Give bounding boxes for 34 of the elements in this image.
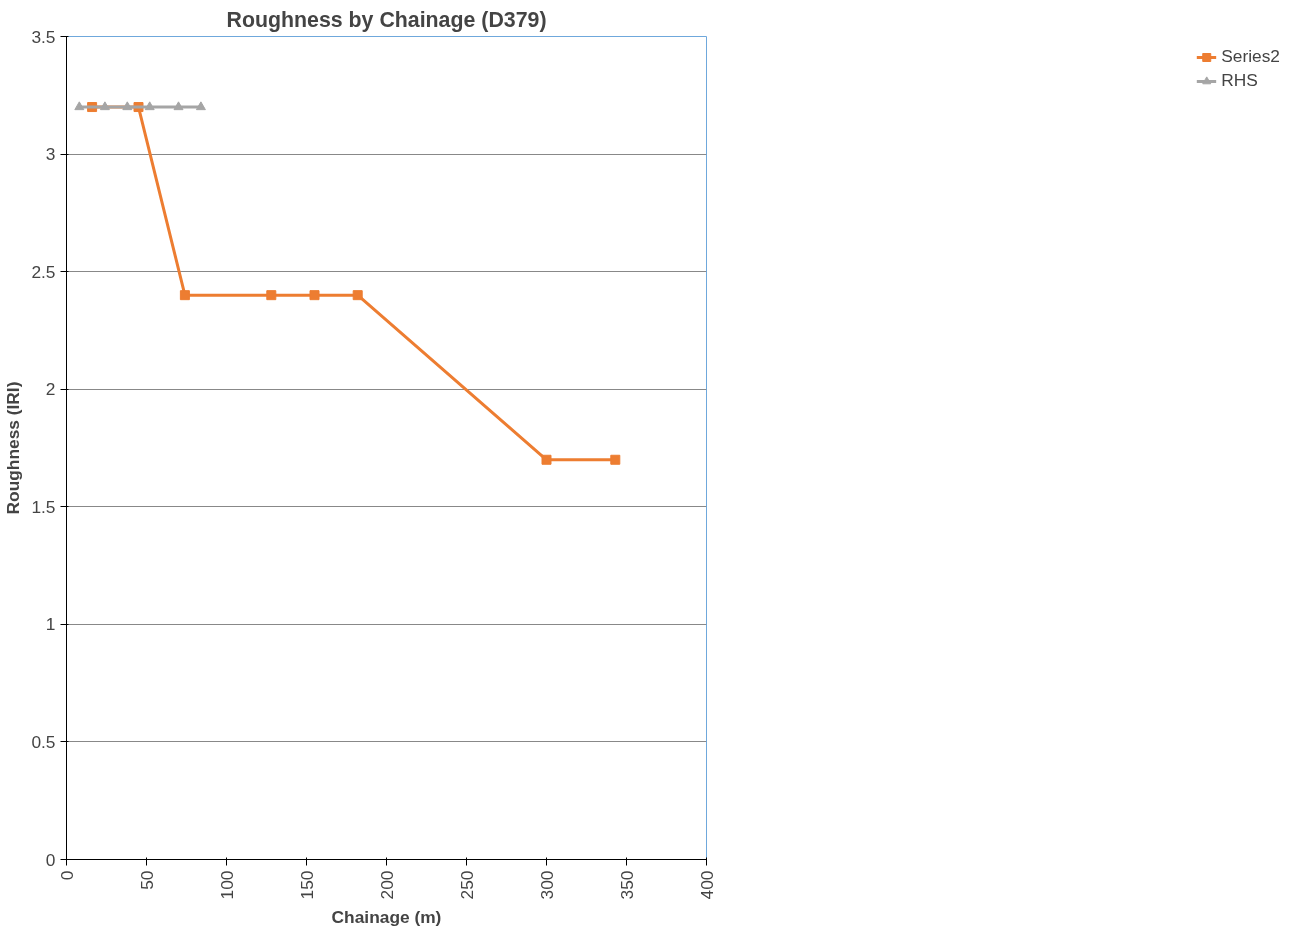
- legend-label: Series2: [1221, 46, 1280, 67]
- x-axis-title: Chainage (m): [331, 907, 442, 928]
- y-tick-label: 0: [45, 849, 56, 870]
- chart-title: Roughness by Chainage (D379): [226, 7, 547, 32]
- point: [266, 290, 277, 301]
- point: [352, 290, 363, 301]
- point: [144, 101, 155, 111]
- point: [195, 101, 206, 111]
- legend-label: RHS: [1221, 70, 1258, 91]
- y-tick-label: 0.5: [31, 731, 56, 752]
- point: [74, 101, 85, 111]
- y-tick-label: 1: [45, 614, 56, 635]
- y-tick-label: 2: [45, 379, 56, 400]
- point: [610, 454, 621, 465]
- point: [541, 454, 552, 465]
- point: [122, 101, 133, 111]
- x-tick-label: 150: [296, 870, 317, 900]
- x-tick-label: 400: [696, 870, 717, 900]
- x-tick-label: 50: [136, 870, 157, 890]
- point: [309, 290, 320, 301]
- x-tick-label: 100: [216, 870, 237, 900]
- point: [179, 290, 190, 301]
- point: [99, 101, 110, 111]
- y-tick-label: 1.5: [31, 496, 56, 517]
- point: [173, 101, 184, 111]
- x-tick-label: 200: [376, 870, 397, 900]
- y-tick-label: 3.5: [31, 26, 56, 47]
- y-axis-title: Roughness (IRI): [3, 381, 24, 515]
- x-tick-label: 0: [56, 870, 77, 881]
- x-tick-label: 300: [536, 870, 557, 900]
- y-tick-label: 3: [45, 144, 56, 165]
- y-tick-label: 2.5: [31, 261, 56, 282]
- x-tick-label: 350: [616, 870, 637, 900]
- x-tick-label: 250: [456, 870, 477, 900]
